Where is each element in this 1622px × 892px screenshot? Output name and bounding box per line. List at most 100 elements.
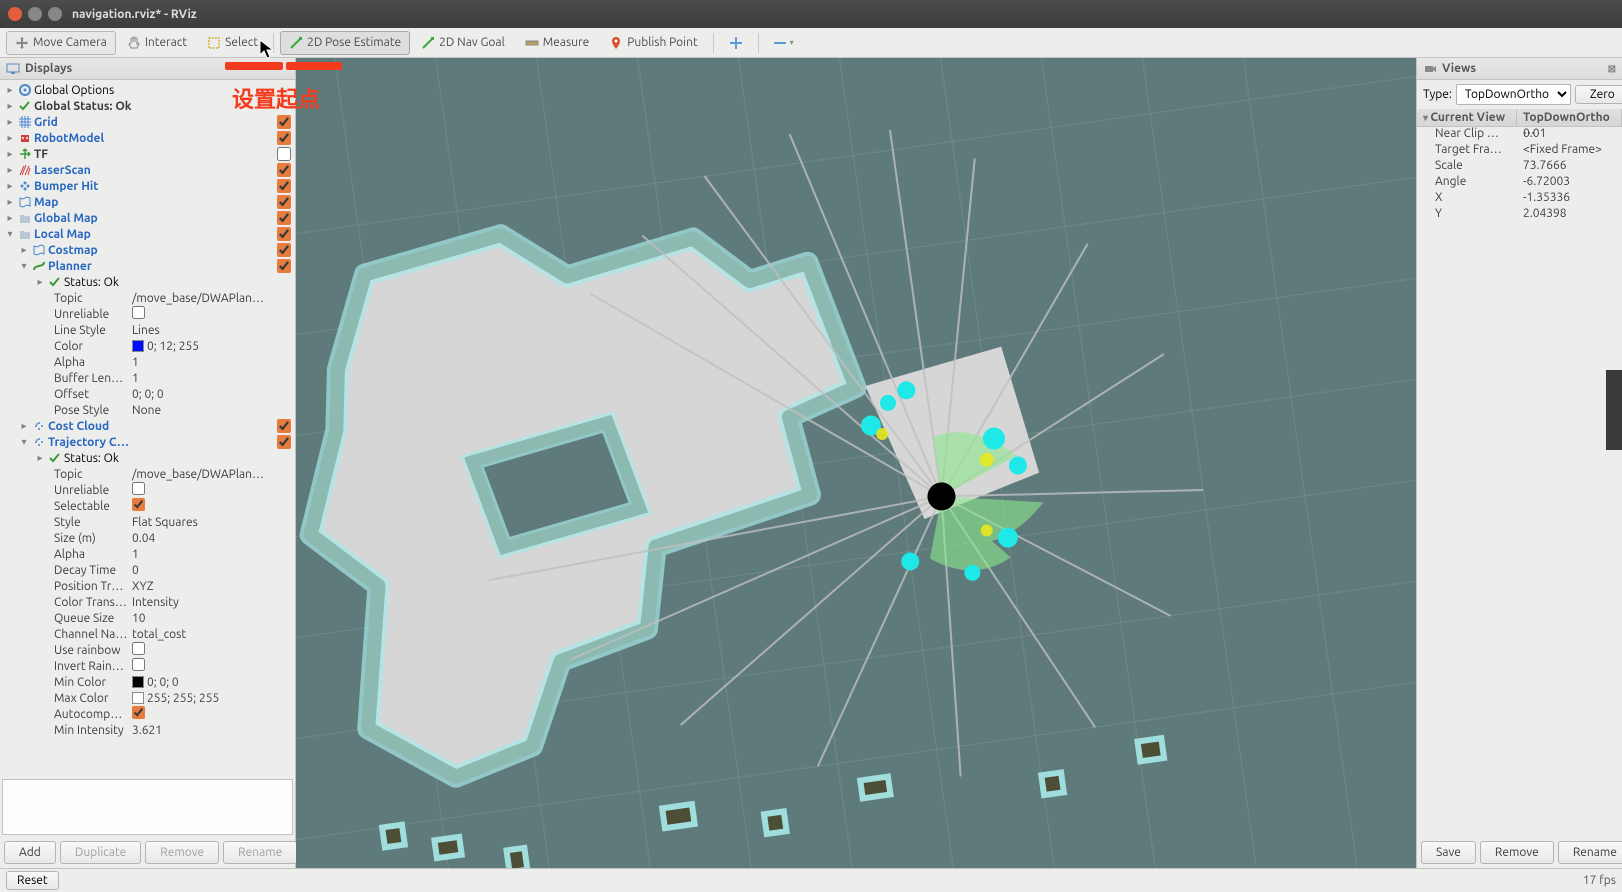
viewport-3d[interactable] — [296, 58, 1416, 868]
prop-row[interactable]: Alpha1 — [0, 354, 295, 370]
select-button[interactable]: Select — [198, 31, 267, 55]
planner-checkbox[interactable] — [277, 259, 291, 273]
tf-item[interactable]: TF — [34, 148, 48, 161]
prop-row[interactable]: Line StyleLines — [0, 322, 295, 338]
expand-icon[interactable] — [34, 276, 46, 288]
rainbow-checkbox[interactable] — [132, 642, 145, 655]
planner-item[interactable]: Planner — [48, 260, 92, 273]
costmap-checkbox[interactable] — [277, 243, 291, 257]
expand-icon[interactable] — [4, 84, 16, 96]
global-options-item[interactable]: Global Options — [34, 84, 114, 97]
robot-model-item[interactable]: RobotModel — [34, 132, 104, 145]
zero-button[interactable]: Zero — [1575, 85, 1622, 104]
prop-row[interactable]: Min Color0; 0; 0 — [0, 674, 295, 690]
bumper-hit-item[interactable]: Bumper Hit — [34, 180, 98, 193]
prop-row[interactable]: Unreliable — [0, 306, 295, 322]
unreliable-checkbox[interactable] — [132, 482, 145, 495]
collapse-icon[interactable] — [18, 260, 30, 272]
window-maximize-button[interactable] — [48, 7, 62, 21]
interact-button[interactable]: Interact — [118, 31, 196, 55]
views-close-icon[interactable]: ⊠ — [1608, 63, 1616, 75]
remove-view-button[interactable]: Remove — [1480, 841, 1554, 864]
local-map-checkbox[interactable] — [277, 227, 291, 241]
view-prop-row[interactable]: Target Fra…<Fixed Frame> — [1417, 143, 1622, 159]
view-type-select[interactable]: TopDownOrtho — [1456, 84, 1571, 105]
local-map-item[interactable]: Local Map — [34, 228, 91, 241]
map-item[interactable]: Map — [34, 196, 58, 209]
prop-row[interactable]: Size (m)0.04 — [0, 530, 295, 546]
publish-point-button[interactable]: Publish Point — [600, 31, 706, 55]
expand-icon[interactable] — [4, 180, 16, 192]
traj-status[interactable]: Status: Ok — [64, 452, 119, 465]
prop-row[interactable]: Min Intensity3.621 — [0, 722, 295, 738]
prop-row[interactable]: Color0; 12; 255 — [0, 338, 295, 354]
prop-row[interactable]: Topic/move_base/DWAPlan… — [0, 290, 295, 306]
save-view-button[interactable]: Save — [1421, 841, 1476, 864]
prop-row[interactable]: Unreliable — [0, 482, 295, 498]
global-status-item[interactable]: Global Status: Ok — [34, 100, 132, 113]
trajectory-checkbox[interactable] — [277, 435, 291, 449]
cost-cloud-checkbox[interactable] — [277, 419, 291, 433]
displays-tree[interactable]: Global Options Global Status: Ok Grid Ro… — [0, 80, 295, 777]
view-prop-row[interactable]: Angle-6.72003 — [1417, 175, 1622, 191]
expand-icon[interactable] — [4, 212, 16, 224]
map-checkbox[interactable] — [277, 195, 291, 209]
view-prop-row[interactable]: X-1.35336 — [1417, 191, 1622, 207]
collapse-icon[interactable] — [4, 228, 16, 240]
reset-button[interactable]: Reset — [6, 871, 59, 890]
window-minimize-button[interactable] — [28, 7, 42, 21]
prop-row[interactable]: Use rainbow — [0, 642, 295, 658]
prop-row[interactable]: Channel Nametotal_cost — [0, 626, 295, 642]
remove-display-button[interactable]: Remove — [145, 841, 219, 864]
laser-scan-checkbox[interactable] — [277, 163, 291, 177]
rename-display-button[interactable]: Rename — [223, 841, 297, 864]
cost-cloud-item[interactable]: Cost Cloud — [48, 420, 109, 433]
tf-checkbox[interactable] — [277, 147, 291, 161]
move-camera-button[interactable]: Move Camera — [6, 31, 116, 55]
prop-row[interactable]: Color Transfo…Intensity — [0, 594, 295, 610]
prop-row[interactable]: Queue Size10 — [0, 610, 295, 626]
grid-checkbox[interactable] — [277, 115, 291, 129]
unreliable-checkbox[interactable] — [132, 306, 145, 319]
prop-row[interactable]: Pose StyleNone — [0, 402, 295, 418]
rename-view-button[interactable]: Rename — [1558, 841, 1622, 864]
collapse-icon[interactable] — [18, 436, 30, 448]
measure-button[interactable]: Measure — [516, 31, 598, 55]
global-map-item[interactable]: Global Map — [34, 212, 98, 225]
add-tool-button[interactable] — [720, 31, 752, 55]
prop-row[interactable]: Offset0; 0; 0 — [0, 386, 295, 402]
remove-tool-button[interactable]: ▾ — [765, 33, 803, 52]
global-map-checkbox[interactable] — [277, 211, 291, 225]
pose-estimate-button[interactable]: 2D Pose Estimate — [280, 31, 410, 55]
right-collapse-tab[interactable] — [1606, 370, 1622, 450]
laser-scan-item[interactable]: LaserScan — [34, 164, 91, 177]
robot-model-checkbox[interactable] — [277, 131, 291, 145]
prop-row[interactable]: Invert Rainbow — [0, 658, 295, 674]
add-display-button[interactable]: Add — [4, 841, 56, 864]
duplicate-display-button[interactable]: Duplicate — [60, 841, 141, 864]
grid-item[interactable]: Grid — [34, 116, 58, 129]
invert-checkbox[interactable] — [132, 658, 145, 671]
prop-row[interactable]: Selectable — [0, 498, 295, 514]
prop-row[interactable]: Decay Time0 — [0, 562, 295, 578]
costmap-item[interactable]: Costmap — [48, 244, 98, 257]
prop-row[interactable]: Position Tran…XYZ — [0, 578, 295, 594]
view-prop-row[interactable]: Scale73.7666 — [1417, 159, 1622, 175]
prop-row[interactable]: Topic/move_base/DWAPlan… — [0, 466, 295, 482]
expand-icon[interactable] — [4, 116, 16, 128]
view-prop-row[interactable]: Y2.04398 — [1417, 207, 1622, 223]
expand-icon[interactable] — [18, 420, 30, 432]
expand-icon[interactable] — [4, 100, 16, 112]
bumper-hit-checkbox[interactable] — [277, 179, 291, 193]
expand-icon[interactable] — [4, 148, 16, 160]
prop-row[interactable]: Buffer Length1 — [0, 370, 295, 386]
expand-icon[interactable] — [4, 164, 16, 176]
prop-row[interactable]: Alpha1 — [0, 546, 295, 562]
prop-row[interactable]: Autocomput… — [0, 706, 295, 722]
selectable-checkbox[interactable] — [132, 498, 145, 511]
expand-icon[interactable] — [4, 132, 16, 144]
prop-row[interactable]: StyleFlat Squares — [0, 514, 295, 530]
expand-icon[interactable] — [4, 196, 16, 208]
trajectory-item[interactable]: Trajectory C… — [48, 436, 129, 449]
expand-icon[interactable] — [18, 244, 30, 256]
